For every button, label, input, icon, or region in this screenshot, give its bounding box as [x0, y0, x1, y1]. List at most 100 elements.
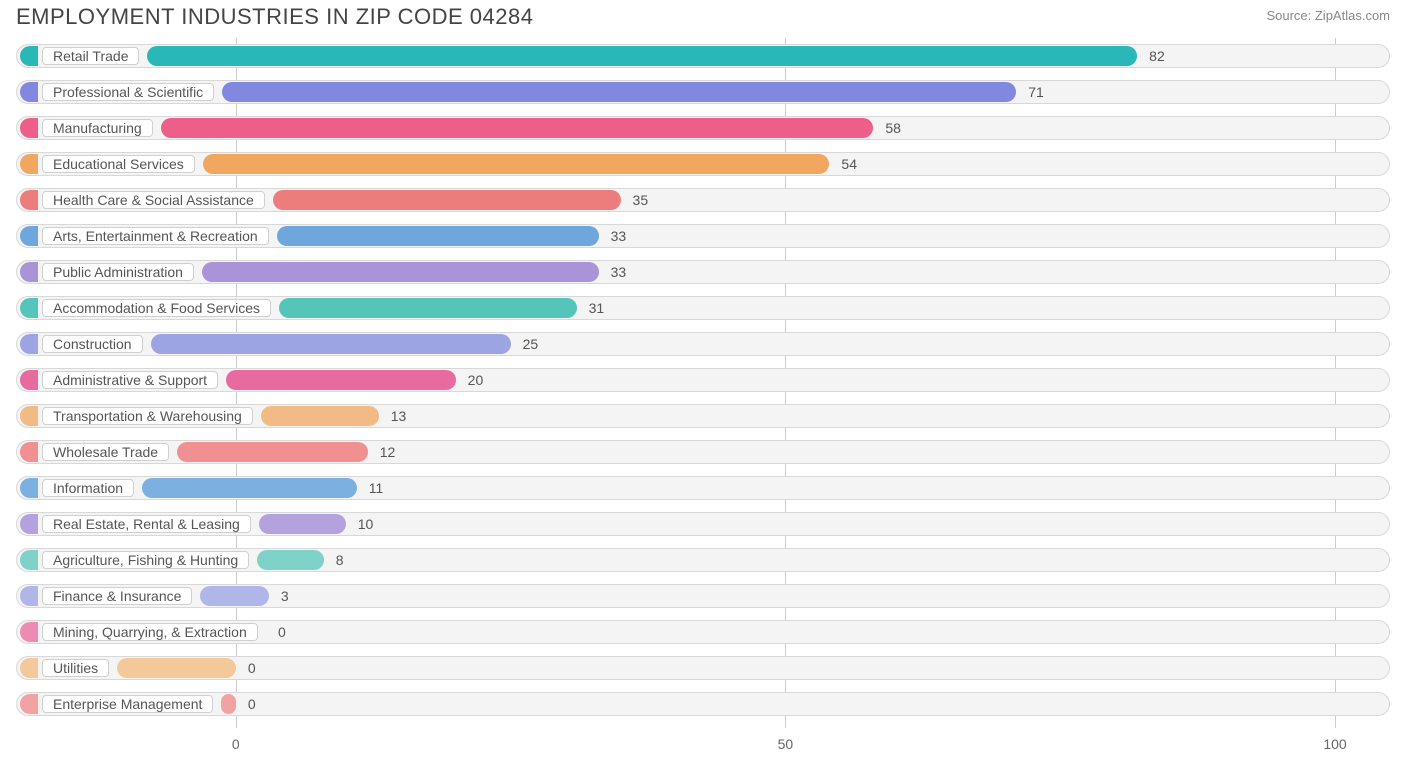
x-axis: 0 50 100	[16, 730, 1390, 758]
bar-fill	[226, 370, 456, 390]
bar-cap	[20, 694, 38, 714]
bar-label: Educational Services	[42, 155, 195, 173]
bar-value: 58	[885, 112, 901, 144]
bar-value: 3	[281, 580, 289, 612]
bar-fill	[279, 298, 577, 318]
bar-label: Transportation & Warehousing	[42, 407, 253, 425]
bar-value: 0	[248, 652, 256, 684]
bar-row: Arts, Entertainment & Recreation 33	[16, 220, 1390, 252]
bar-label: Health Care & Social Assistance	[42, 191, 265, 209]
x-tick-label: 50	[778, 736, 794, 752]
bar-value: 13	[391, 400, 407, 432]
bar-fill	[222, 82, 1016, 102]
bar-label: Manufacturing	[42, 119, 153, 137]
bar-row: Enterprise Management0	[16, 688, 1390, 720]
bar-label: Wholesale Trade	[42, 443, 169, 461]
bar-cap	[20, 154, 38, 174]
bar-value: 82	[1149, 40, 1165, 72]
bar-fill	[202, 262, 599, 282]
bar-label: Real Estate, Rental & Leasing	[42, 515, 251, 533]
bar-value: 11	[369, 472, 384, 504]
bar-cap	[20, 514, 38, 534]
bar-row: Manufacturing 58	[16, 112, 1390, 144]
bar-row: Administrative & Support20	[16, 364, 1390, 396]
bar-label: Mining, Quarrying, & Extraction	[42, 623, 258, 641]
bar-fill	[203, 154, 829, 174]
bar-cap	[20, 262, 38, 282]
bar-fill	[261, 406, 379, 426]
bar-value: 10	[358, 508, 374, 540]
bar-track	[16, 368, 1390, 392]
bar-label: Accommodation & Food Services	[42, 299, 271, 317]
bar-cap	[20, 190, 38, 210]
bar-cap	[20, 118, 38, 138]
bar-cap	[20, 442, 38, 462]
bar-label: Information	[42, 479, 134, 497]
x-tick-label: 0	[232, 736, 240, 752]
bar-row: Health Care & Social Assistance 35	[16, 184, 1390, 216]
bar-value: 12	[380, 436, 396, 468]
x-tick-label: 100	[1323, 736, 1346, 752]
bar-fill	[142, 478, 357, 498]
bar-fill	[257, 550, 324, 570]
bar-label: Retail Trade	[42, 47, 139, 65]
bar-cap	[20, 622, 38, 642]
bar-row: Utilities 0	[16, 652, 1390, 684]
bar-row: Wholesale Trade 12	[16, 436, 1390, 468]
bar-label: Professional & Scientific	[42, 83, 214, 101]
bar-fill	[177, 442, 368, 462]
bar-value: 25	[523, 328, 539, 360]
bar-label: Public Administration	[42, 263, 194, 281]
bar-label: Arts, Entertainment & Recreation	[42, 227, 269, 245]
bar-cap	[20, 370, 38, 390]
bar-value: 35	[633, 184, 649, 216]
bar-row: Professional & Scientific71	[16, 76, 1390, 108]
bar-cap	[20, 226, 38, 246]
bar-label: Agriculture, Fishing & Hunting	[42, 551, 249, 569]
bar-cap	[20, 478, 38, 498]
bar-fill	[151, 334, 511, 354]
bar-value: 8	[336, 544, 344, 576]
bar-value: 54	[841, 148, 857, 180]
bar-value: 0	[248, 688, 256, 720]
bar-cap	[20, 82, 38, 102]
bar-row: Finance & Insurance 3	[16, 580, 1390, 612]
chart-title: EMPLOYMENT INDUSTRIES IN ZIP CODE 04284	[16, 4, 534, 30]
bar-label: Utilities	[42, 659, 109, 677]
bar-fill	[221, 694, 236, 714]
bar-fill	[259, 514, 346, 534]
bar-row: Real Estate, Rental & Leasing 10	[16, 508, 1390, 540]
bar-cap	[20, 586, 38, 606]
chart-area: Retail Trade 82 Professional & Scientific7…	[16, 38, 1390, 758]
chart-rows: Retail Trade 82 Professional & Scientific7…	[16, 38, 1390, 720]
bar-cap	[20, 658, 38, 678]
bar-value: 33	[611, 220, 627, 252]
bar-fill	[273, 190, 621, 210]
bar-row: Accommodation & Food Services 31	[16, 292, 1390, 324]
chart-header: EMPLOYMENT INDUSTRIES IN ZIP CODE 04284 …	[0, 0, 1406, 30]
bar-row: Transportation & Warehousing 13	[16, 400, 1390, 432]
bar-cap	[20, 406, 38, 426]
bar-value: 33	[611, 256, 627, 288]
bar-cap	[20, 46, 38, 66]
bar-value: 31	[589, 292, 605, 324]
bar-row: Retail Trade 82	[16, 40, 1390, 72]
bar-label: Construction	[42, 335, 143, 353]
bar-row: Public Administration 33	[16, 256, 1390, 288]
bar-fill	[277, 226, 599, 246]
bar-row: Agriculture, Fishing & Hunting 8	[16, 544, 1390, 576]
bar-fill	[200, 586, 269, 606]
chart-plot: Retail Trade 82 Professional & Scientific7…	[16, 38, 1390, 728]
bar-fill	[161, 118, 873, 138]
bar-row: Information 11	[16, 472, 1390, 504]
bar-cap	[20, 550, 38, 570]
bar-cap	[20, 298, 38, 318]
bar-value: 0	[278, 616, 286, 648]
bar-fill	[147, 46, 1137, 66]
bar-fill	[117, 658, 236, 678]
bar-label: Finance & Insurance	[42, 587, 192, 605]
bar-cap	[20, 334, 38, 354]
bar-row: Mining, Quarrying, & Extraction 0	[16, 616, 1390, 648]
bar-label: Administrative & Support	[42, 371, 218, 389]
chart-source: Source: ZipAtlas.com	[1266, 4, 1390, 23]
